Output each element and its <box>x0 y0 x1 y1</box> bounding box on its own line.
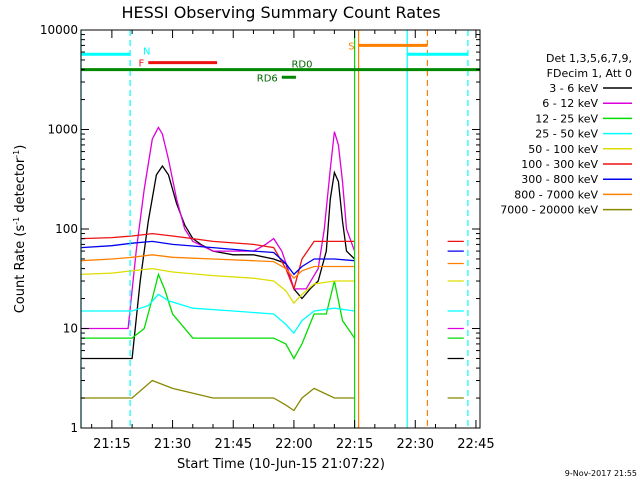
y-tick-label: 100 <box>55 222 78 236</box>
series-line <box>80 267 464 305</box>
series-line <box>80 240 464 276</box>
series-line <box>81 164 464 360</box>
legend-label: 6 - 12 keV <box>542 97 598 110</box>
legend-label: 12 - 25 keV <box>535 112 598 125</box>
series-line <box>80 232 464 291</box>
footer-date: 9-Nov-2017 21:55 <box>565 469 637 478</box>
flag-bar-label: S <box>348 41 354 52</box>
y-tick-label: 1000 <box>47 123 78 137</box>
x-axis-label: Start Time (10-Jun-15 21:07:22) <box>177 457 385 472</box>
flag-bar-label: N <box>143 46 150 57</box>
flag-bar-label: RD6 <box>257 73 278 84</box>
x-tick-label: 21:45 <box>215 437 252 452</box>
legend-label: 800 - 7000 keV <box>514 188 598 201</box>
flag-bar-label: F <box>139 59 145 70</box>
y-axis-label-part: detector <box>13 157 28 217</box>
x-tick-label: 21:15 <box>93 437 130 452</box>
series-line <box>81 126 464 330</box>
legend-label: 3 - 6 keV <box>549 82 598 95</box>
x-tick-label: 21:30 <box>154 437 191 452</box>
y-axis-label-part: Count Rate (s <box>13 225 28 314</box>
legend-label: 50 - 100 keV <box>528 143 598 156</box>
x-tick-label: 22:15 <box>336 437 373 452</box>
series-line <box>80 254 464 280</box>
series-line <box>81 293 464 335</box>
y-axis-label-exponent: -1 <box>12 150 21 158</box>
series-line <box>81 272 464 360</box>
x-tick-label: 22:30 <box>397 437 434 452</box>
legend-label: 25 - 50 keV <box>535 128 598 141</box>
legend-label: 7000 - 20000 keV <box>500 204 598 217</box>
plot-frame <box>80 29 481 429</box>
x-tick-label: 22:00 <box>275 437 312 452</box>
flag-bar-label: RD0 <box>291 60 312 71</box>
plot-area: NF RD0 RD6 S <box>80 30 480 428</box>
legend-label: 300 - 800 keV <box>521 173 598 186</box>
y-axis-label-exponent: -1 <box>12 217 21 225</box>
series-line <box>81 379 464 412</box>
legend-label: 100 - 300 keV <box>521 158 598 171</box>
y-tick-label: 1 <box>70 421 78 435</box>
y-axis-label: Count Rate (s-1 detector-1) <box>12 145 28 314</box>
legend-header-line: Det 1,3,5,6,7,9, <box>546 52 632 65</box>
axis-ticks: 1 10 100 1000 10000 21:15 21:30 21:45 22:00 22:15… <box>40 23 495 452</box>
legend: Det 1,3,5,6,7,9, FDecim 1, Att 0 3 - 6 k… <box>500 52 632 217</box>
chart-title: HESSI Observing Summary Count Rates <box>121 3 440 22</box>
y-tick-label: 10 <box>63 322 78 336</box>
legend-header-line: FDecim 1, Att 0 <box>547 67 632 80</box>
x-tick-label: 22:45 <box>457 437 494 452</box>
y-axis-label-part: ) <box>13 145 28 150</box>
y-tick-label: 10000 <box>40 23 78 37</box>
